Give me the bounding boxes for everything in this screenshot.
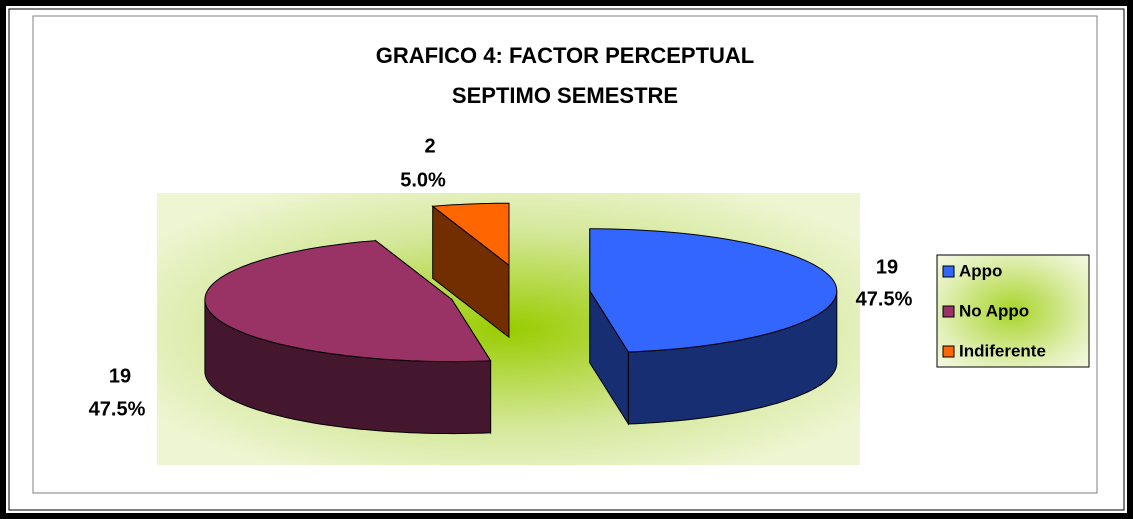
pie-slice: [589, 228, 838, 426]
data-label: 2: [424, 135, 435, 157]
legend-swatch: [942, 345, 955, 358]
chart-title: SEPTIMO SEMESTRE: [452, 83, 678, 108]
pie-slice: [204, 239, 492, 435]
data-label: 19: [109, 365, 131, 387]
data-label: 5.0%: [400, 169, 446, 191]
legend-label: Indiferente: [959, 341, 1046, 360]
data-label: 19: [876, 256, 898, 278]
legend: [936, 254, 1090, 368]
legend-swatch: [942, 265, 955, 278]
legend-swatch: [942, 305, 955, 318]
legend-label: No Appo: [959, 301, 1029, 320]
slice-top: [589, 228, 838, 353]
slice-top: [431, 202, 510, 267]
pie-slice: [431, 202, 510, 339]
data-label: 47.5%: [89, 398, 146, 420]
chart-title: GRAFICO 4: FACTOR PERCEPTUAL: [376, 43, 755, 68]
inner-frame: [8, 8, 1125, 511]
data-label: 47.5%: [856, 288, 913, 310]
slice-top: [204, 240, 492, 363]
legend-label: Appo: [959, 261, 1002, 280]
